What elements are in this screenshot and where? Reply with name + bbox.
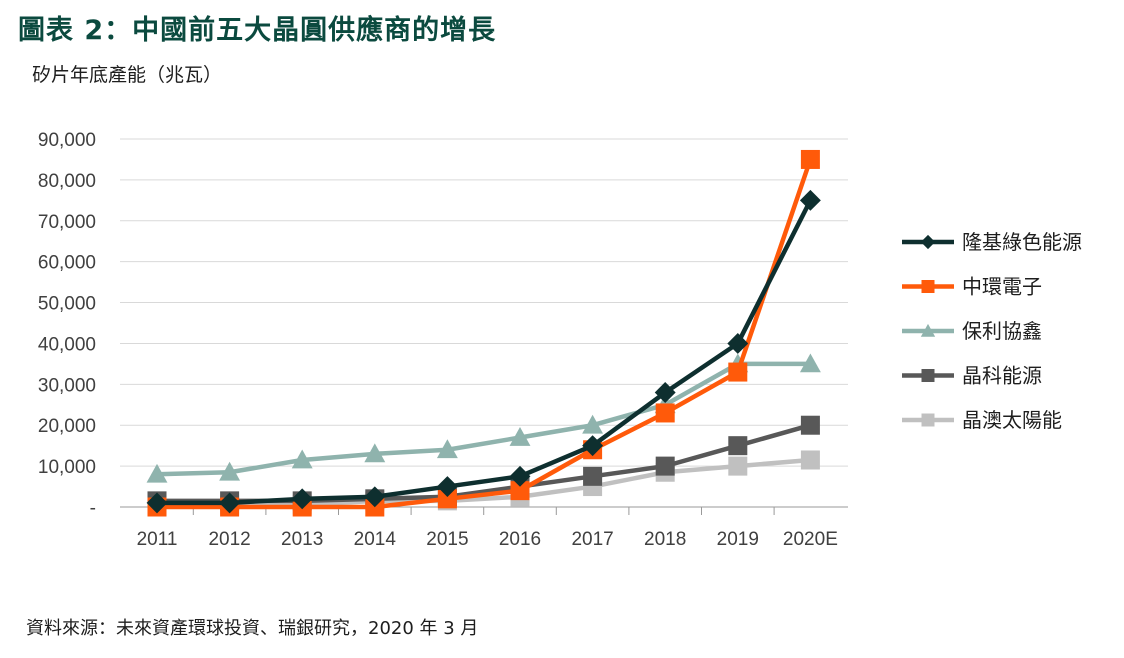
data-point [800, 415, 820, 435]
series-1 [146, 189, 821, 514]
data-point [291, 449, 313, 469]
x-tick-label: 2016 [499, 529, 541, 550]
data-point [364, 486, 386, 508]
y-tick-label: 60,000 [38, 253, 96, 274]
x-axis-ticks: 2011 2012 2013 2014 2015 2016 2017 2018 2019 2020… [137, 507, 838, 550]
legend-item-5: 晶澳太陽能 [902, 408, 1062, 432]
y-tick-label: 90,000 [38, 130, 96, 151]
y-tick-label: 10,000 [38, 457, 96, 478]
data-point [921, 413, 935, 427]
x-tick-label: 2020E [783, 529, 838, 550]
data-point [921, 369, 935, 382]
legend-item-2: 中環電子 [902, 275, 1042, 299]
data-point [291, 488, 313, 510]
data-point [727, 332, 749, 354]
data-point [582, 435, 604, 457]
data-point [436, 439, 458, 459]
legend-label: 保利協鑫 [962, 319, 1042, 343]
data-point [654, 382, 676, 403]
legend-label: 晶科能源 [962, 364, 1042, 388]
data-point [655, 456, 675, 476]
data-point [583, 466, 603, 486]
data-point [799, 189, 821, 211]
x-tick-label: 2014 [354, 529, 397, 550]
y-axis-unit-label: 矽片年底產能（兆瓦） [32, 64, 223, 86]
series-3 [146, 353, 821, 483]
series-2 [147, 149, 820, 517]
data-point [582, 414, 604, 434]
y-tick-label: 50,000 [38, 294, 96, 315]
y-tick-label: 70,000 [38, 212, 96, 233]
data-point [728, 436, 748, 456]
x-tick-label: 2012 [208, 529, 250, 550]
legend-item-4: 晶科能源 [902, 364, 1042, 388]
data-point [364, 443, 386, 463]
series-line [154, 361, 813, 477]
series-line [154, 157, 813, 510]
data-point [655, 403, 675, 423]
x-tick-label: 2011 [137, 529, 178, 550]
data-point [800, 450, 820, 470]
data-point [800, 149, 820, 169]
legend-item-3: 保利協鑫 [902, 319, 1042, 343]
data-point [436, 476, 458, 498]
data-point [219, 492, 241, 514]
data-point [728, 456, 748, 476]
figure-title: 圖表 2：中國前五大晶圓供應商的增長 [18, 15, 497, 46]
data-point [920, 234, 936, 250]
legend-label: 隆基綠色能源 [962, 230, 1082, 254]
x-tick-label: 2015 [426, 529, 468, 550]
y-axis-ticks: - 10,000 20,000 30,000 40,000 50,000 60,000 70,… [38, 130, 96, 519]
y-tick-label: 40,000 [38, 334, 96, 355]
data-point [799, 353, 821, 373]
data-point [920, 323, 936, 337]
data-point [509, 465, 531, 487]
y-tick-label: 30,000 [38, 375, 96, 396]
source-note: 資料來源：未來資產環球投資、瑞銀研究，2020 年 3 月 [26, 618, 479, 639]
data-point [146, 463, 168, 483]
y-tick-label: 20,000 [38, 416, 96, 437]
line-chart: - 10,000 20,000 30,000 40,000 50,000 60,000 70,… [38, 130, 1082, 550]
data-point [437, 489, 457, 509]
x-tick-label: 2018 [644, 529, 686, 550]
data-point [510, 481, 530, 501]
legend-label: 中環電子 [962, 275, 1042, 299]
data-point [509, 427, 531, 446]
legend-item-1: 隆基綠色能源 [902, 230, 1082, 254]
series-line [154, 198, 813, 506]
series-lines [146, 149, 821, 517]
x-tick-label: 2017 [571, 529, 613, 550]
y-tick-label: - [90, 498, 96, 519]
x-tick-label: 2013 [281, 529, 323, 550]
y-tick-label: 80,000 [38, 171, 96, 192]
data-point [921, 280, 935, 293]
legend-label: 晶澳太陽能 [962, 408, 1062, 432]
data-point [219, 461, 241, 481]
x-tick-label: 2019 [717, 529, 759, 550]
data-point [728, 362, 748, 382]
data-point [146, 492, 168, 514]
series-line [154, 422, 813, 504]
